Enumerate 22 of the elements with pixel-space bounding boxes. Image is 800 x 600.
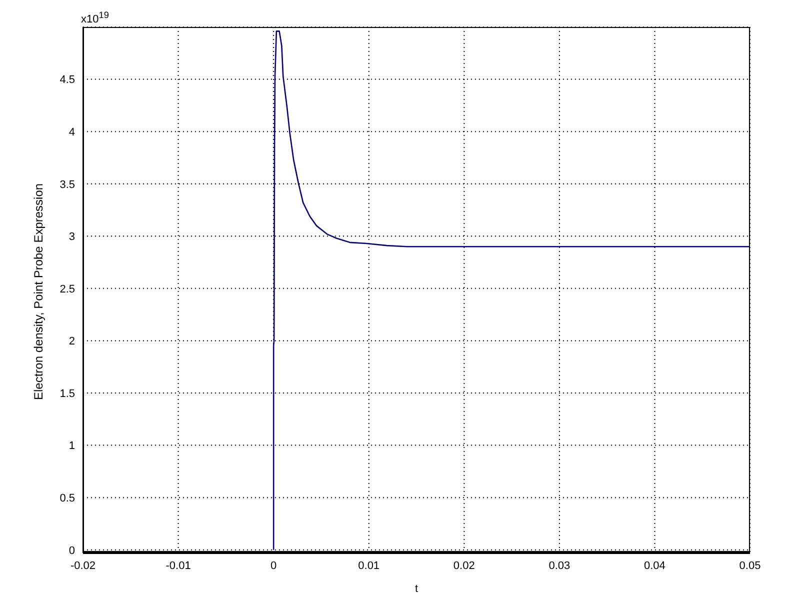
y-tick-label: 0 — [68, 544, 75, 557]
line-series — [272, 30, 750, 551]
x-axis-title: t — [414, 583, 418, 595]
y-tick-label: 4 — [68, 126, 75, 138]
y-tick-label: 4.5 — [60, 74, 75, 86]
x-tick-label: -0.02 — [70, 560, 96, 572]
x-tick-label: 0.03 — [548, 560, 570, 572]
y-tick-label: 3.5 — [60, 178, 75, 191]
x-tick-label: 0.05 — [739, 560, 761, 572]
text: x10$^{19}$ — [81, 10, 109, 26]
y-tick-label: 2 — [68, 336, 75, 348]
x-tick-label: 0 — [270, 560, 277, 572]
x-tick-label: 0.01 — [358, 560, 380, 572]
x-tick-label: 0.04 — [644, 560, 666, 572]
y-tick-label: 0.5 — [60, 492, 75, 504]
x-tick-label: 0.02 — [453, 560, 475, 572]
y-tick-label: 2.5 — [60, 283, 75, 296]
y-axis-title: Electron density, Point Probe Expression — [31, 183, 46, 400]
y-tick-label: 1.5 — [60, 388, 75, 400]
x-tick-label: -0.01 — [166, 560, 191, 572]
y-tick-label: 1 — [68, 440, 75, 452]
y-tick-label: 3 — [68, 231, 75, 244]
